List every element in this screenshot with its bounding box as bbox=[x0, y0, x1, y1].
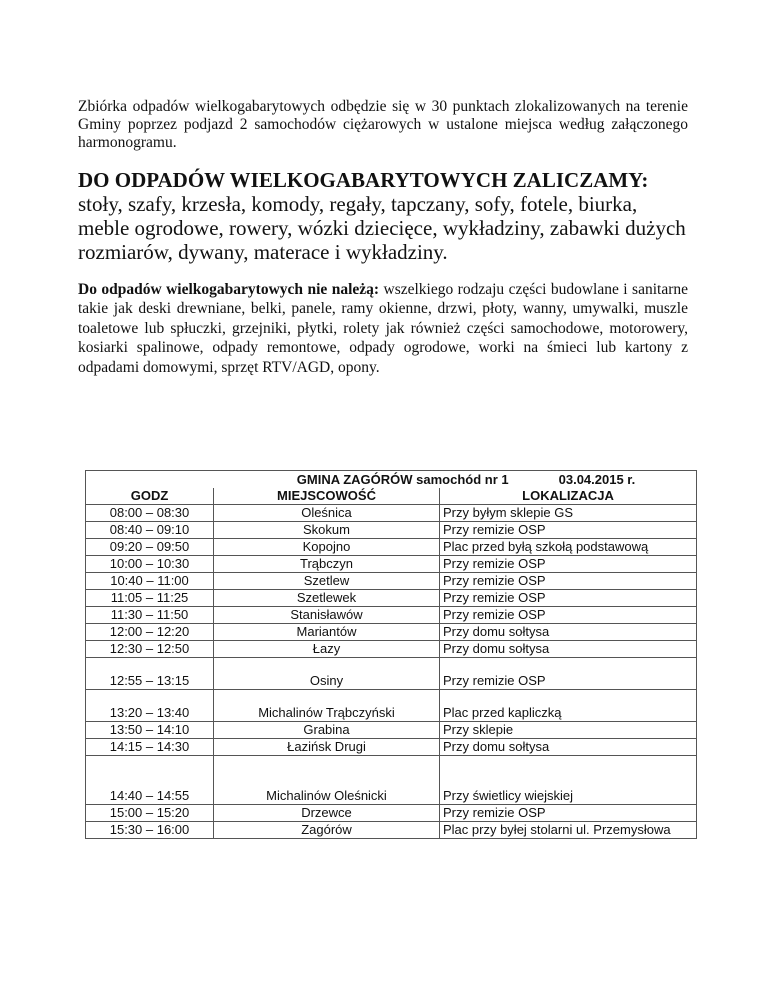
table-row: 15:00 – 15:20 Drzewce Przy remizie OSP bbox=[85, 804, 698, 822]
cell-location: Przy remizie OSP bbox=[438, 804, 698, 822]
cell-location: Przy sklepie bbox=[438, 721, 698, 739]
cell-place: Łazy bbox=[213, 640, 440, 658]
cell-location: Przy remizie OSP bbox=[438, 521, 698, 539]
cell-location: Przy domu sołtysa bbox=[438, 738, 698, 756]
table-row: 11:05 – 11:25 Szetlewek Przy remizie OSP bbox=[85, 589, 698, 607]
table-row: 14:15 – 14:30 Łazińsk Drugi Przy domu sołt… bbox=[85, 738, 698, 756]
cell-time: 10:00 – 10:30 bbox=[85, 555, 214, 573]
cell-location: Plac przed kapliczką bbox=[438, 689, 698, 722]
cell-location: Przy remizie OSP bbox=[438, 606, 698, 624]
cell-time: 13:20 – 13:40 bbox=[85, 689, 214, 722]
cell-time: 08:00 – 08:30 bbox=[85, 504, 214, 522]
included-heading: DO ODPADÓW WIELKOGABARYTOWYCH ZALICZAMY: bbox=[78, 168, 649, 192]
cell-location: Plac przed byłą szkołą podstawową bbox=[438, 538, 698, 556]
cell-location: Przy remizie OSP bbox=[438, 657, 698, 690]
cell-place: Michalinów Oleśnicki bbox=[213, 755, 440, 805]
table-row: 15:30 – 16:00 Zagórów Plac przy byłej stol… bbox=[85, 821, 698, 839]
schedule-date: 03.04.2015 r. bbox=[558, 472, 636, 487]
cell-place: Zagórów bbox=[213, 821, 440, 839]
table-row: 08:40 – 09:10 Skokum Przy remizie OSP bbox=[85, 521, 698, 539]
table-row: 12:55 – 13:15 Osiny Przy remizie OSP bbox=[85, 657, 698, 690]
cell-time: 13:50 – 14:10 bbox=[85, 721, 214, 739]
cell-place: Szetlew bbox=[213, 572, 440, 590]
table-row: 12:30 – 12:50 Łazy Przy domu sołtysa bbox=[85, 640, 698, 658]
header-row: GODZ MIEJSCOWOŚĆ LOKALIZACJA bbox=[85, 488, 698, 505]
cell-time: 11:30 – 11:50 bbox=[85, 606, 214, 624]
cell-time: 11:05 – 11:25 bbox=[85, 589, 214, 607]
cell-time: 15:30 – 16:00 bbox=[85, 821, 214, 839]
cell-place: Michalinów Trąbczyński bbox=[213, 689, 440, 722]
table-row: 14:40 – 14:55 Michalinów Oleśnicki Przy św… bbox=[85, 755, 698, 805]
cell-time: 09:20 – 09:50 bbox=[85, 538, 214, 556]
excluded-lead: Do odpadów wielkogabarytowych nie należą… bbox=[78, 281, 380, 298]
table-row: 11:30 – 11:50 Stanisławów Przy remizie OSP bbox=[85, 606, 698, 624]
cell-time: 12:30 – 12:50 bbox=[85, 640, 214, 658]
cell-time: 10:40 – 11:00 bbox=[85, 572, 214, 590]
cell-place: Trąbczyn bbox=[213, 555, 440, 573]
cell-place: Kopojno bbox=[213, 538, 440, 556]
cell-time: 12:55 – 13:15 bbox=[85, 657, 214, 690]
schedule-title: GMINA ZAGÓRÓW samochód nr 1 bbox=[296, 472, 509, 487]
cell-place: Drzewce bbox=[213, 804, 440, 822]
cell-place: Szetlewek bbox=[213, 589, 440, 607]
table-row: 12:00 – 12:20 Mariantów Przy domu sołtysa bbox=[85, 623, 698, 641]
cell-location: Przy domu sołtysa bbox=[438, 640, 698, 658]
header-place: MIEJSCOWOŚĆ bbox=[213, 488, 440, 505]
cell-location: Przy świetlicy wiejskiej bbox=[438, 755, 698, 805]
cell-place: Łazińsk Drugi bbox=[213, 738, 440, 756]
excluded-text: wszelkiego rodzaju części budowlane i sa… bbox=[78, 281, 688, 376]
header-time: GODZ bbox=[85, 488, 214, 505]
table-row: 09:20 – 09:50 Kopojno Plac przed byłą szko… bbox=[85, 538, 698, 556]
cell-time: 12:00 – 12:20 bbox=[85, 623, 214, 641]
cell-location: Przy domu sołtysa bbox=[438, 623, 698, 641]
excluded-paragraph: Do odpadów wielkogabarytowych nie należą… bbox=[78, 280, 688, 377]
schedule-table: GMINA ZAGÓRÓW samochód nr 1 03.04.2015 r.… bbox=[84, 470, 698, 839]
included-section: DO ODPADÓW WIELKOGABARYTOWYCH ZALICZAMY:… bbox=[78, 168, 688, 264]
schedule-title-row: GMINA ZAGÓRÓW samochód nr 1 03.04.2015 r. bbox=[84, 470, 698, 488]
included-text: stoły, szafy, krzesła, komody, regały, t… bbox=[78, 192, 686, 264]
cell-location: Przy remizie OSP bbox=[438, 572, 698, 590]
cell-place: Mariantów bbox=[213, 623, 440, 641]
table-row: 10:40 – 11:00 Szetlew Przy remizie OSP bbox=[85, 572, 698, 590]
header-location: LOKALIZACJA bbox=[438, 488, 698, 505]
cell-location: Plac przy byłej stolarni ul. Przemysłowa bbox=[438, 821, 698, 839]
cell-place: Stanisławów bbox=[213, 606, 440, 624]
cell-time: 14:15 – 14:30 bbox=[85, 738, 214, 756]
table-row: 08:00 – 08:30 Oleśnica Przy byłym sklepie … bbox=[85, 504, 698, 522]
table-row: 13:20 – 13:40 Michalinów Trąbczyński Plac … bbox=[85, 689, 698, 722]
cell-time: 08:40 – 09:10 bbox=[85, 521, 214, 539]
cell-location: Przy remizie OSP bbox=[438, 589, 698, 607]
table-row: 13:50 – 14:10 Grabina Przy sklepie bbox=[85, 721, 698, 739]
cell-time: 14:40 – 14:55 bbox=[85, 755, 214, 805]
cell-location: Przy byłym sklepie GS bbox=[438, 504, 698, 522]
table-row: 10:00 – 10:30 Trąbczyn Przy remizie OSP bbox=[85, 555, 698, 573]
cell-place: Skokum bbox=[213, 521, 440, 539]
cell-location: Przy remizie OSP bbox=[438, 555, 698, 573]
intro-paragraph: Zbiórka odpadów wielkogabarytowych odbęd… bbox=[78, 98, 688, 151]
cell-place: Oleśnica bbox=[213, 504, 440, 522]
cell-time: 15:00 – 15:20 bbox=[85, 804, 214, 822]
cell-place: Grabina bbox=[213, 721, 440, 739]
cell-place: Osiny bbox=[213, 657, 440, 690]
